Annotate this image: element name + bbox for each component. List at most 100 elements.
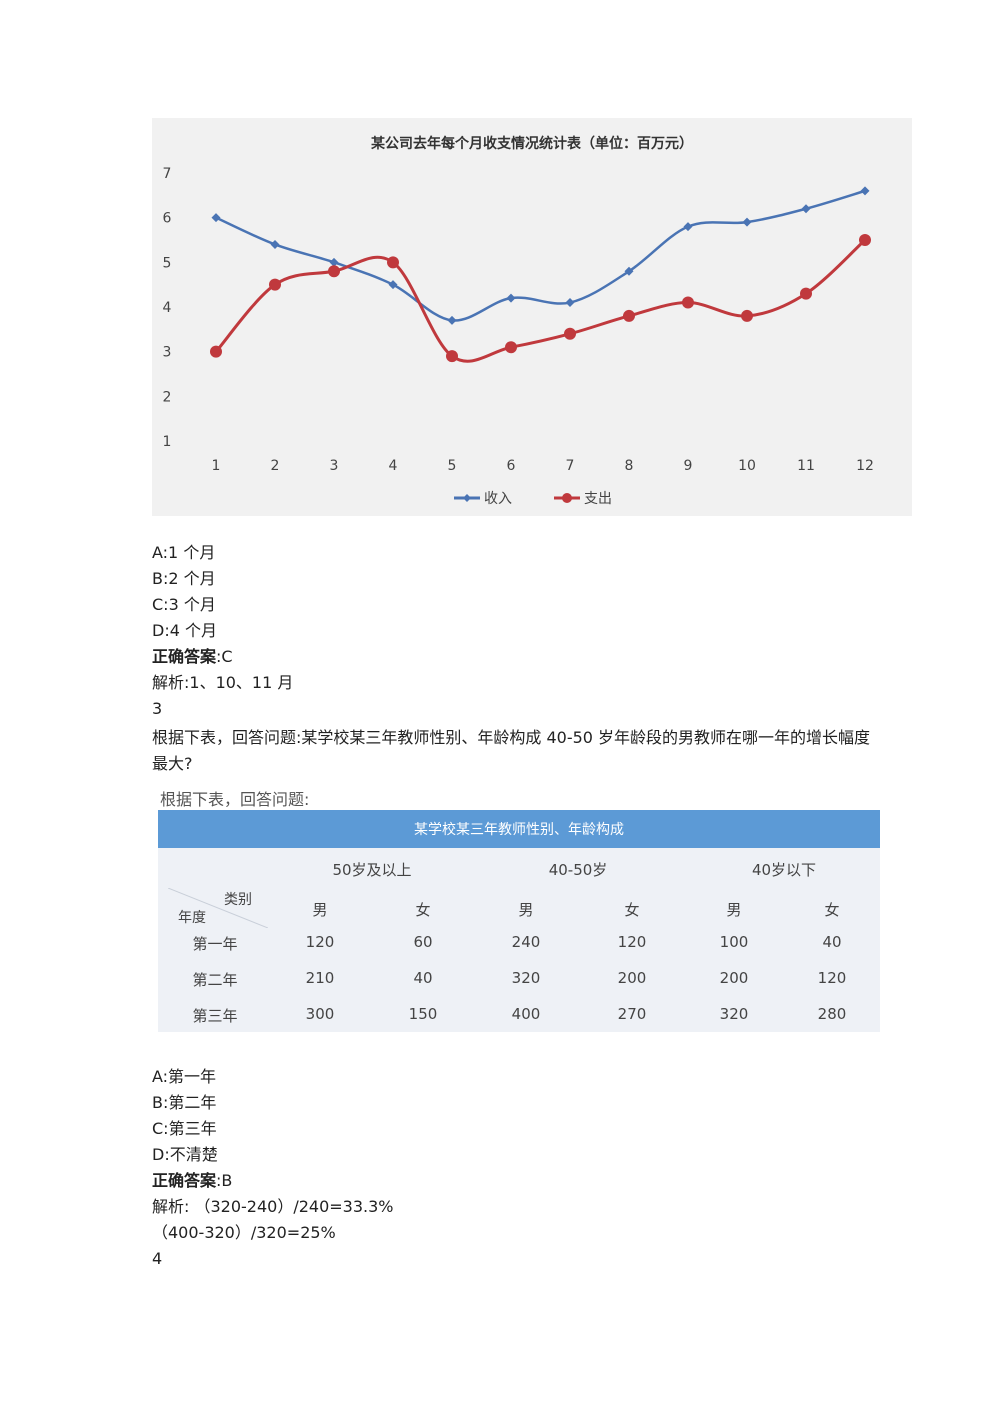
data-point: [683, 222, 693, 232]
y-tick-label: 4: [163, 300, 172, 316]
answer-label: 正确答案: [152, 1171, 217, 1190]
explanation-continued: （400-320）/320=25%: [152, 1223, 336, 1242]
table-cell: 300: [305, 1005, 335, 1023]
table-cell: 320: [511, 969, 541, 987]
option-a: A:第一年: [152, 1067, 217, 1086]
gender-header: 男: [726, 901, 742, 919]
data-point: [564, 327, 576, 340]
table-title: 某学校某三年教师性别、年龄构成: [158, 810, 880, 848]
data-point: [860, 186, 870, 196]
table-cell: 200: [719, 969, 749, 987]
data-point: [210, 345, 222, 358]
option-c: C:第三年: [152, 1119, 217, 1138]
group-header: 40岁以下: [751, 861, 817, 879]
data-point: [506, 293, 516, 303]
data-point: [328, 265, 340, 278]
row-label: 第一年: [192, 935, 238, 953]
y-tick-label: 7: [163, 166, 172, 182]
correct-answer: 正确答案:C: [152, 644, 293, 670]
y-tick-label: 5: [163, 255, 172, 271]
option-b: B:第二年: [152, 1093, 217, 1112]
table-cell: 210: [305, 969, 335, 987]
legend-label: 支出: [584, 491, 612, 507]
group-header: 40-50岁: [548, 861, 608, 879]
answer-value: :C: [216, 647, 233, 666]
answer-value: :B: [216, 1171, 233, 1190]
gender-header: 女: [624, 901, 640, 919]
q3-options: A:第一年 B:第二年 C:第三年 D:不清楚 正确答案:B 解析: （320-…: [152, 1064, 394, 1272]
table-cell: 60: [413, 933, 433, 951]
data-point: [801, 204, 811, 214]
gender-header: 男: [312, 901, 328, 919]
x-tick-label: 2: [271, 458, 280, 474]
option-d: D:不清楚: [152, 1145, 218, 1164]
x-tick-label: 3: [330, 458, 339, 474]
data-point: [741, 309, 753, 322]
data-point: [446, 350, 458, 363]
x-tick-label: 1: [212, 458, 221, 474]
table-cell: 240: [511, 933, 541, 951]
table-cell: 320: [719, 1005, 749, 1023]
x-tick-label: 7: [566, 458, 575, 474]
x-tick-label: 6: [507, 458, 516, 474]
data-point: [623, 309, 635, 322]
table-cell: 120: [617, 933, 647, 951]
teacher-table: 某学校某三年教师性别、年龄构成 50岁及以上 40-50岁 40岁以下 类别 年…: [158, 810, 880, 1032]
row-label: 第二年: [192, 971, 238, 989]
data-point: [624, 266, 634, 276]
table-cell: 100: [719, 933, 749, 951]
table-cell: 40: [822, 933, 842, 951]
y-tick-label: 1: [163, 434, 172, 450]
data-point: [800, 287, 812, 300]
x-tick-label: 12: [856, 458, 874, 474]
table-cell: 270: [617, 1005, 647, 1023]
data-point: [270, 239, 280, 249]
legend-marker: [562, 493, 572, 503]
question-text: 根据下表，回答问题:某学校某三年教师性别、年龄构成 40-50 岁年龄段的男教师…: [152, 728, 871, 773]
data-point: [387, 256, 399, 269]
table-cell: 400: [511, 1005, 541, 1023]
y-tick-label: 2: [163, 389, 172, 405]
gender-header: 男: [518, 901, 534, 919]
answer-label: 正确答案: [152, 647, 217, 666]
x-tick-label: 5: [448, 458, 457, 474]
option-a: A:1 个月: [152, 543, 216, 562]
corner-category: 类别: [224, 892, 252, 908]
data-point: [505, 341, 517, 354]
x-tick-label: 10: [738, 458, 756, 474]
question-number: 4: [152, 1249, 163, 1268]
x-tick-label: 9: [684, 458, 693, 474]
gender-header: 女: [415, 901, 431, 919]
data-point: [565, 298, 575, 308]
table-cell: 150: [408, 1005, 438, 1023]
y-tick-label: 3: [163, 345, 172, 361]
option-b: B:2 个月: [152, 569, 216, 588]
chart-title: 某公司去年每个月收支情况统计表（单位：百万元）: [371, 135, 693, 152]
explanation: 解析: （320-240）/240=33.3%: [152, 1197, 394, 1216]
series-line: [215, 189, 866, 322]
table-cell: 200: [617, 969, 647, 987]
q2-options: A:1 个月 B:2 个月 C:3 个月 D:4 个月 正确答案:C 解析:1、…: [152, 540, 293, 722]
x-tick-label: 8: [625, 458, 634, 474]
data-point: [388, 280, 398, 290]
series-line: [214, 238, 867, 363]
corner-year: 年度: [178, 910, 206, 926]
table-cell: 120: [305, 933, 335, 951]
x-tick-label: 11: [797, 458, 815, 474]
option-d: D:4 个月: [152, 621, 217, 640]
row-label: 第三年: [192, 1007, 238, 1025]
gender-header: 女: [824, 901, 840, 919]
group-header: 50岁及以上: [332, 861, 412, 879]
corner-diagonal: [168, 888, 268, 928]
correct-answer: 正确答案:B: [152, 1168, 394, 1194]
y-tick-label: 6: [163, 211, 172, 227]
explanation: 解析:1、10、11 月: [152, 673, 294, 692]
x-tick-label: 4: [389, 458, 398, 474]
legend-label: 收入: [484, 491, 512, 507]
table-caption: 根据下表，回答问题:: [160, 790, 310, 809]
question-number: 3: [152, 699, 163, 718]
table-cell: 120: [817, 969, 847, 987]
option-c: C:3 个月: [152, 595, 216, 614]
